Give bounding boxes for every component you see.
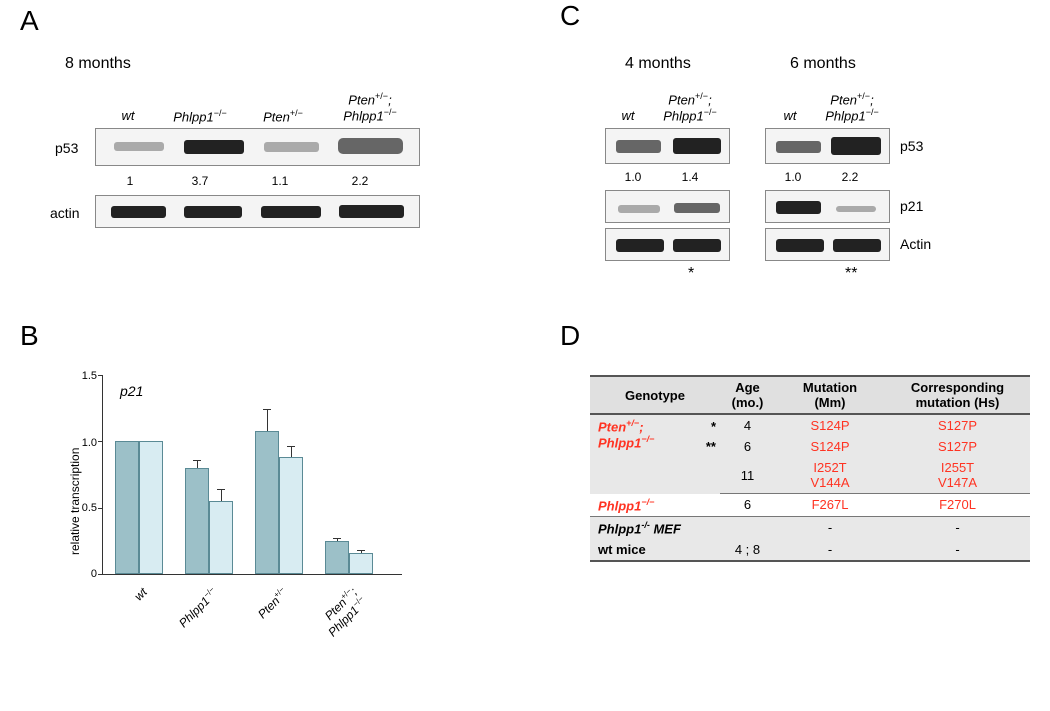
c-p21-l <box>605 190 730 223</box>
panel-letter-b: B <box>20 320 39 352</box>
ytick-15: 1.5 <box>75 370 97 382</box>
bar-phlpp-light <box>209 501 233 574</box>
th-hs: Correspondingmutation (Hs) <box>885 376 1030 414</box>
bar-phlpp-dark <box>185 468 209 574</box>
cq-l1: 1.0 <box>613 170 653 184</box>
c-label-p21: p21 <box>900 198 923 214</box>
panel-a-title: 8 months <box>65 55 131 73</box>
panel-letter-c: C <box>560 0 580 32</box>
c-wt-2: wt <box>770 108 810 123</box>
c-p53-r <box>765 128 890 164</box>
xlab-dbl: Pten+/−;Phlpp1−/− <box>286 585 370 669</box>
cq-r1: 1.0 <box>773 170 813 184</box>
bar-wt-dark <box>115 441 139 574</box>
c-title-6: 6 months <box>790 55 856 73</box>
quant-1: 1 <box>110 174 150 188</box>
geno-phlpp: Phlpp1−/− <box>160 108 240 124</box>
th-age: Age(mo.) <box>720 376 775 414</box>
table-row: Phlpp1−/− 6 F267L F270L <box>590 494 1030 517</box>
c-p53-l <box>605 128 730 164</box>
cq-l2: 1.4 <box>670 170 710 184</box>
panel-letter-a: A <box>20 5 39 37</box>
cq-r2: 2.2 <box>830 170 870 184</box>
x-axis <box>102 574 402 575</box>
quant-3: 1.1 <box>260 174 300 188</box>
c-actin-r <box>765 228 890 261</box>
chart-title: p21 <box>120 383 143 399</box>
c-wt-1: wt <box>608 108 648 123</box>
table-row: Pten+/−;Phlpp1−/− * ** 4 S124P S127P <box>590 414 1030 436</box>
c-dbl-2: Pten+/−;Phlpp1−/− <box>812 92 892 123</box>
table-row: wt mice 4 ; 8 - - <box>590 539 1030 561</box>
quant-2: 3.7 <box>180 174 220 188</box>
c-label-actin: Actin <box>900 236 931 252</box>
label-actin: actin <box>50 205 80 221</box>
bar-dbl-light <box>349 553 373 574</box>
y-axis <box>102 375 103 575</box>
xlab-phlpp: Phlpp1−/− <box>146 585 220 659</box>
bar-pten-dark <box>255 431 279 574</box>
c-label-p53: p53 <box>900 138 923 154</box>
c-actin-l <box>605 228 730 261</box>
geno-pten: Pten+/− <box>248 108 318 124</box>
panel-letter-d: D <box>560 320 580 352</box>
c-p21-r <box>765 190 890 223</box>
table-row: Phlpp1-/- MEF - - <box>590 516 1030 539</box>
ytick-0: 0 <box>75 568 97 580</box>
bar-pten-light <box>279 457 303 574</box>
bar-dbl-dark <box>325 541 349 574</box>
c-star-l: * <box>688 265 694 283</box>
th-geno: Genotype <box>590 376 720 414</box>
geno-double: Pten+/−;Phlpp1−/− <box>325 92 415 123</box>
label-p53: p53 <box>55 140 78 156</box>
blot-p53 <box>95 128 420 166</box>
mutation-table: Genotype Age(mo.) Mutation(Mm) Correspon… <box>590 375 1030 562</box>
geno-wt: wt <box>103 108 153 123</box>
th-mm: Mutation(Mm) <box>775 376 885 414</box>
blot-actin <box>95 195 420 228</box>
y-title: relative transcription <box>68 448 82 555</box>
c-star-r: ** <box>845 265 857 283</box>
quant-4: 2.2 <box>340 174 380 188</box>
xlab-wt: wt <box>76 585 150 659</box>
xlab-pten: Pten+/− <box>216 585 290 659</box>
bar-wt-light <box>139 441 163 574</box>
c-title-4: 4 months <box>625 55 691 73</box>
c-dbl-1: Pten+/−;Phlpp1−/− <box>650 92 730 123</box>
